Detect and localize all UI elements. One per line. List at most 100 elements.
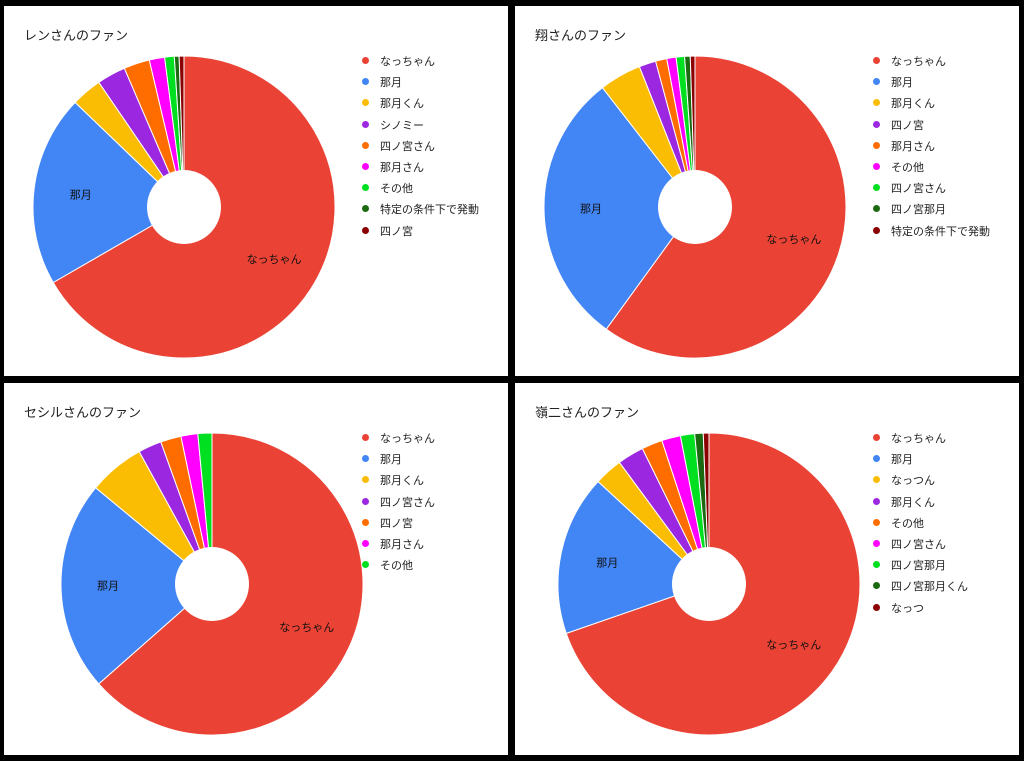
donut-chart: なっちゃん 那月 xyxy=(557,432,861,736)
donut-hole xyxy=(658,170,732,244)
chart-title: レンさんのファン xyxy=(24,29,129,44)
legend-swatch xyxy=(873,226,880,234)
legend-swatch xyxy=(873,78,880,86)
pie-slice xyxy=(32,101,185,284)
donut-chart: なっちゃん 那月 xyxy=(543,55,847,359)
legend-swatch xyxy=(873,518,880,526)
legend-swatch xyxy=(873,561,880,569)
donut-hole xyxy=(175,547,249,621)
legend-label: 四ノ宮さん xyxy=(891,182,946,196)
legend-label: 四ノ宮さん xyxy=(380,139,435,153)
legend-swatch xyxy=(873,57,880,64)
legend-swatch xyxy=(362,455,369,463)
legend-label: 四ノ宮 xyxy=(380,516,413,530)
donut-chart: なっちゃん 那月 xyxy=(32,55,336,359)
legend-swatch xyxy=(873,162,880,170)
chart-title: 嶺二さんのファン xyxy=(535,406,640,421)
legend-swatch xyxy=(873,497,880,505)
slice-label: 那月 xyxy=(596,557,618,570)
legend-label: 那月くん xyxy=(380,474,424,488)
pie-slice xyxy=(702,432,710,585)
legend-label: シノミー xyxy=(380,118,424,132)
slice-label: なっちゃん xyxy=(247,253,302,266)
legend-label: その他 xyxy=(891,160,924,174)
pie-slice xyxy=(197,432,213,585)
pie-slice xyxy=(60,487,213,685)
legend-label: その他 xyxy=(380,182,413,196)
legend-label: 四ノ宮那月くん xyxy=(891,580,968,594)
legend-swatch xyxy=(362,518,369,526)
legend-label: なっちゃん xyxy=(891,432,946,445)
chart-panel-sho: 翔さんのファン なっちゃん 那月 なっちゃん 那月 那月くん 四ノ宮 那月さん その他 四ノ宮… xyxy=(515,6,1019,376)
pie-slice xyxy=(543,86,696,330)
donut-hole xyxy=(672,547,746,621)
legend-swatch xyxy=(873,539,880,547)
slice-label: なっちゃん xyxy=(766,233,821,246)
slice-label: なっちゃん xyxy=(766,638,821,651)
legend-swatch xyxy=(873,141,880,149)
legend-swatch xyxy=(362,99,369,107)
donut-hole xyxy=(147,170,221,244)
legend-label: 那月 xyxy=(891,453,913,467)
legend-swatch xyxy=(362,497,369,505)
legend-swatch xyxy=(873,184,880,192)
legend-label: 四ノ宮那月 xyxy=(891,203,946,217)
slice-label: なっちゃん xyxy=(279,621,334,634)
legend-swatch xyxy=(873,476,880,484)
legend-label: 特定の条件下で発動 xyxy=(891,224,990,238)
legend-swatch xyxy=(362,120,369,128)
legend-swatch xyxy=(873,455,880,463)
legend-label: 那月さん xyxy=(891,139,935,153)
slice-label: 那月 xyxy=(580,203,602,216)
legend-label: 那月 xyxy=(380,76,402,90)
legend-swatch xyxy=(362,476,369,484)
legend-label: なっちゃん xyxy=(380,55,435,68)
legend-label: 那月くん xyxy=(891,495,935,509)
legend-swatch xyxy=(362,57,369,64)
chart-panel-reiji: 嶺二さんのファン なっちゃん 那月 なっちゃん 那月 なっつん 那月くん その他 四ノ宮さん… xyxy=(515,383,1019,755)
legend-label: 那月 xyxy=(380,453,402,467)
legend-swatch xyxy=(362,226,369,234)
legend-label: 四ノ宮 xyxy=(380,224,413,238)
chart-title: 翔さんのファン xyxy=(535,29,627,44)
legend-swatch xyxy=(873,582,880,590)
legend-swatch xyxy=(362,162,369,170)
legend-swatch xyxy=(362,434,369,441)
donut-chart: なっちゃん 那月 xyxy=(60,432,364,736)
pie-slice xyxy=(557,480,710,635)
legend-swatch xyxy=(362,205,369,213)
legend-swatch xyxy=(873,120,880,128)
legend-label: その他 xyxy=(380,559,413,573)
legend-label: 那月 xyxy=(891,76,913,90)
legend-swatch xyxy=(362,561,369,569)
legend-label: 那月さん xyxy=(380,160,424,174)
legend-label: 四ノ宮那月 xyxy=(891,559,946,573)
chart-title: セシルさんのファン xyxy=(24,406,142,421)
legend-swatch xyxy=(362,184,369,192)
legend-label: 那月さん xyxy=(380,537,424,551)
legend-label: その他 xyxy=(891,516,924,530)
legend-label: 四ノ宮さん xyxy=(891,537,946,551)
legend-label: 四ノ宮 xyxy=(891,118,924,132)
legend-label: 特定の条件下で発動 xyxy=(380,203,479,217)
legend-label: 那月くん xyxy=(891,97,935,111)
legend-label: なっつん xyxy=(891,474,935,488)
legend-label: なっちゃん xyxy=(891,55,946,68)
slice-label: 那月 xyxy=(97,580,119,593)
legend-label: 那月くん xyxy=(380,97,424,111)
legend-label: 四ノ宮さん xyxy=(380,495,435,509)
legend-swatch xyxy=(362,78,369,86)
legend-swatch xyxy=(873,434,880,441)
legend-label: なっつ xyxy=(891,601,924,615)
chart-panel-cecil: セシルさんのファン なっちゃん 那月 なっちゃん 那月 那月くん 四ノ宮さん 四ノ宮 那月さ… xyxy=(4,383,508,755)
legend-swatch xyxy=(873,99,880,107)
chart-panel-ren: レンさんのファン なっちゃん 那月 なっちゃん 那月 那月くん シノミー 四ノ宮さん 那月さ… xyxy=(4,6,508,376)
legend-label: なっちゃん xyxy=(380,432,435,445)
legend-swatch xyxy=(873,603,880,611)
legend-swatch xyxy=(362,539,369,547)
slice-label: 那月 xyxy=(70,188,92,201)
pie-slice xyxy=(689,55,696,208)
legend-swatch xyxy=(362,141,369,149)
pie-slice xyxy=(178,55,185,208)
legend-swatch xyxy=(873,205,880,213)
